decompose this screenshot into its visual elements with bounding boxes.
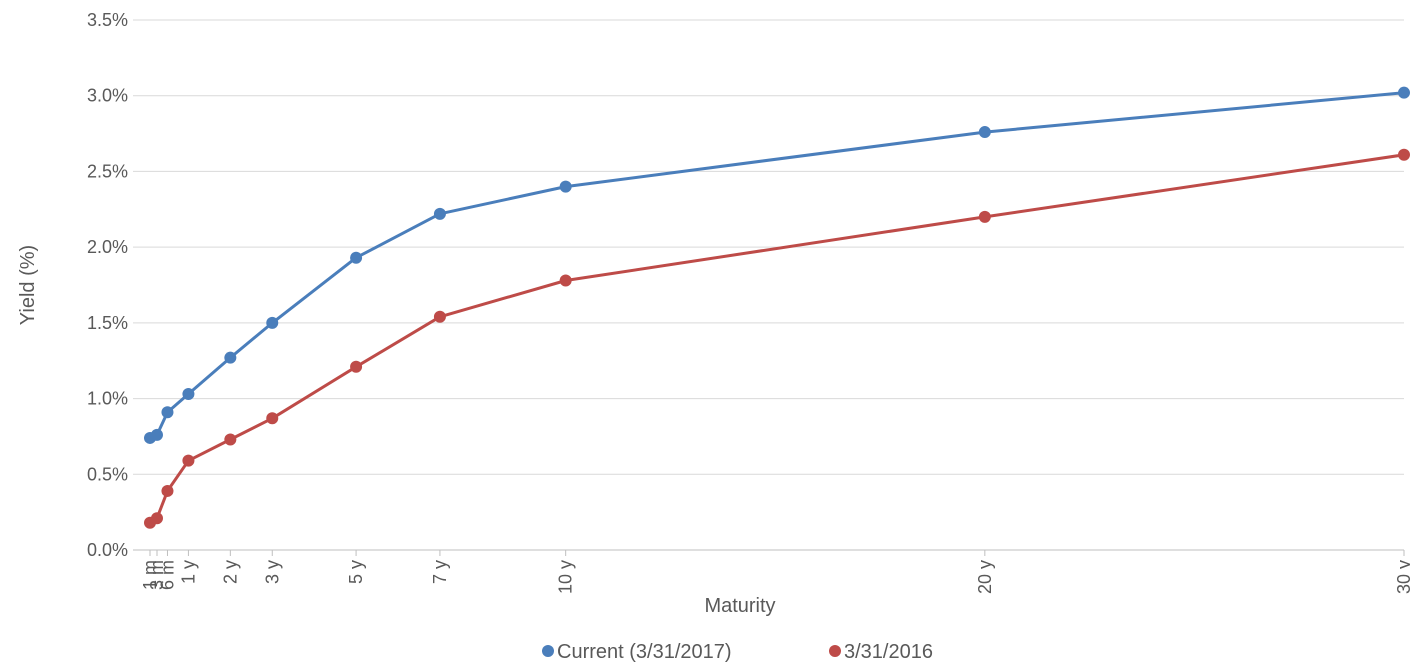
y-tick-label: 1.0% [87,389,128,409]
x-axis-title: Maturity [704,595,775,617]
series-layer [144,86,1410,529]
data-point [559,180,572,193]
data-point [224,351,237,364]
x-tick-label: 1 m [140,560,160,590]
legend-item: 3/31/2016 [829,641,933,663]
x-tick-label: 7 y [430,560,450,584]
legend-marker [829,645,841,657]
legend-label: Current (3/31/2017) [557,641,732,663]
legend: Current (3/31/2017) 3/31/2016 [542,641,933,663]
data-point [266,412,279,425]
series-line [149,91,1405,440]
x-tick-label: 3 y [262,560,282,584]
y-axis-title: Yield (%) [17,245,39,325]
y-tick-label: 0.0% [87,540,128,560]
series-line [149,153,1405,524]
x-tick-label: 30 y [1394,560,1410,594]
data-point [350,360,363,373]
data-point [433,310,446,323]
data-point [978,210,991,223]
legend-label: 3/31/2016 [844,641,933,663]
y-tick-label: 2.5% [87,161,128,181]
data-point [978,126,991,139]
y-axis-tick-labels: 0.0% 0.5% 1.0% 1.5% 2.0% 2.5% 3.0% 3.5% [87,10,128,560]
y-tick-label: 2.0% [87,237,128,257]
data-point [182,388,195,401]
legend-item: Current (3/31/2017) [542,641,732,663]
y-tick-label: 0.5% [87,464,128,484]
data-point [433,207,446,220]
data-point [224,433,237,446]
series-2 [144,148,1410,529]
x-tick-label: 6 m [157,560,177,590]
x-tick-label: 2 y [220,560,240,584]
data-point [161,484,174,497]
x-tick-label: 20 y [975,560,995,594]
x-tick-label: 10 y [556,560,576,594]
x-axis [133,549,1405,556]
x-tick-label: 5 y [346,560,366,584]
y-tick-label: 1.5% [87,313,128,333]
data-point [150,512,163,525]
data-point [266,316,279,329]
x-axis-tick-labels: 1 m3 m6 m1 y 2 y 3 y 5 y 7 y 10 y 20 y 30 y [140,560,1410,594]
data-point [1398,148,1410,161]
x-tick-label: 3 m [147,560,167,590]
y-tick-label: 3.5% [87,10,128,30]
data-point [559,274,572,287]
data-point [161,406,174,419]
data-point [350,251,363,264]
legend-marker [542,645,554,657]
data-point [182,454,195,467]
data-point [150,428,163,441]
data-point [1398,86,1410,99]
series-1 [144,86,1410,444]
gridlines [133,19,1404,475]
y-tick-label: 3.0% [87,86,128,106]
x-tick-label: 1 y [178,560,198,584]
